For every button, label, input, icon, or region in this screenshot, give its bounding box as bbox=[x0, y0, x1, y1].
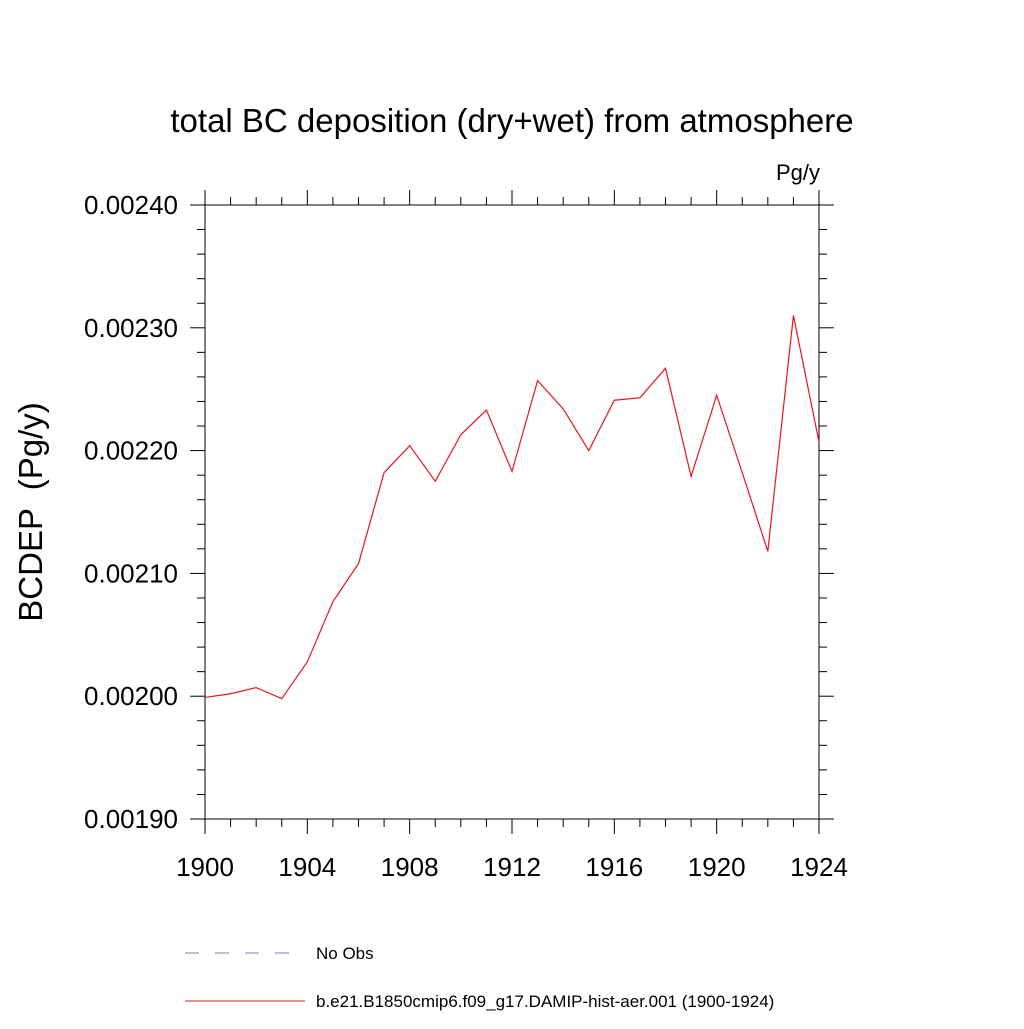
y-tick-label: 0.00230 bbox=[84, 313, 178, 343]
x-tick-label: 1912 bbox=[483, 852, 541, 882]
x-tick-label: 1920 bbox=[688, 852, 746, 882]
series-layer bbox=[204, 315, 820, 700]
x-tick-label: 1908 bbox=[381, 852, 439, 882]
plot-frame bbox=[204, 204, 820, 820]
x-tick-label: 1904 bbox=[278, 852, 336, 882]
legend-label: b.e21.B1850cmip6.f09_g17.DAMIP-hist-aer.… bbox=[316, 992, 774, 1011]
y-tick-label: 0.00220 bbox=[84, 436, 178, 466]
y-axis-label: BCDEP (Pg/y) bbox=[12, 402, 49, 621]
x-axis-ticks: 1900 1904 1908 1912 1916 1920 1924 bbox=[176, 190, 848, 882]
legend-label: No Obs bbox=[316, 944, 374, 963]
y-tick-label: 0.00190 bbox=[84, 804, 178, 834]
y-axis-ticks: 0.00190 0.00200 0.00210 0.00220 0.00230 0.002… bbox=[84, 190, 834, 834]
y-tick-label: 0.00200 bbox=[84, 681, 178, 711]
x-tick-label: 1900 bbox=[176, 852, 234, 882]
x-tick-label: 1924 bbox=[790, 852, 848, 882]
chart-title: total BC deposition (dry+wet) from atmos… bbox=[170, 102, 853, 139]
x-tick-label: 1916 bbox=[585, 852, 643, 882]
series-line bbox=[204, 315, 820, 700]
units-label: Pg/y bbox=[776, 160, 820, 185]
legend: No Obs b.e21.B1850cmip6.f09_g17.DAMIP-his… bbox=[185, 944, 774, 1011]
y-tick-label: 0.00240 bbox=[84, 190, 178, 220]
y-tick-label: 0.00210 bbox=[84, 558, 178, 588]
